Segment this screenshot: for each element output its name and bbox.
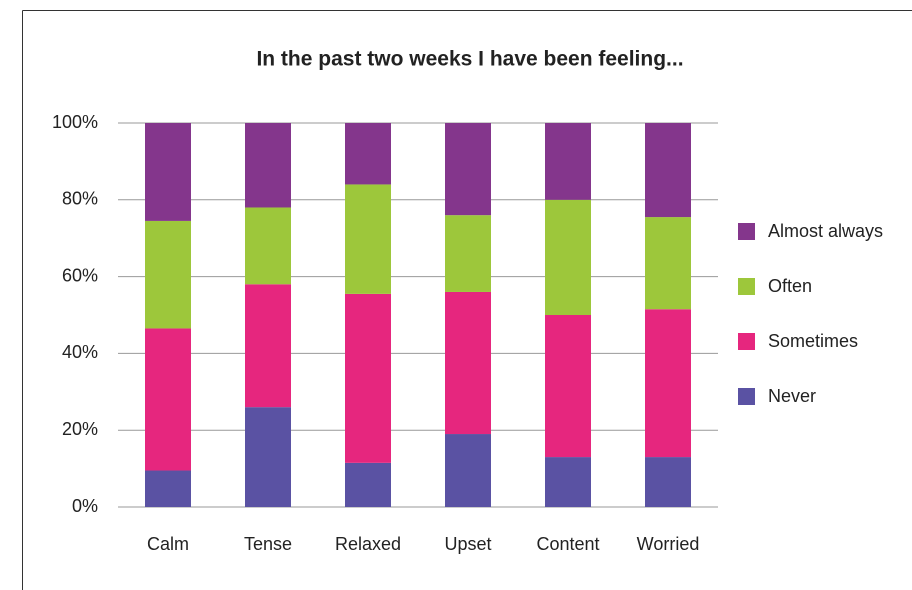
bar-segment <box>145 123 191 221</box>
legend-swatch <box>738 388 755 405</box>
x-tick-label: Relaxed <box>335 534 401 554</box>
x-tick-label: Upset <box>444 534 491 554</box>
legend-label: Often <box>768 276 812 296</box>
y-tick-label: 20% <box>62 419 98 439</box>
legend-swatch <box>738 278 755 295</box>
legend-label: Almost always <box>768 221 883 241</box>
bar-segment <box>445 434 491 507</box>
legend-swatch <box>738 333 755 350</box>
legend-label: Sometimes <box>768 331 858 351</box>
bar-segment <box>245 284 291 408</box>
y-tick-label: 0% <box>72 496 98 516</box>
bar-segment <box>645 457 691 507</box>
bar-segment <box>445 123 491 216</box>
legend-swatch <box>738 223 755 240</box>
bar-segment <box>645 217 691 310</box>
x-tick-label: Tense <box>244 534 292 554</box>
bar-segment <box>145 470 191 507</box>
bar-segment <box>645 123 691 218</box>
bar-segment <box>145 220 191 329</box>
y-tick-label: 100% <box>52 112 98 132</box>
x-tick-label: Content <box>536 534 599 554</box>
bar-segment <box>545 123 591 200</box>
y-tick-label: 80% <box>62 189 98 209</box>
x-tick-label: Calm <box>147 534 189 554</box>
bar-segment <box>645 309 691 458</box>
y-tick-label: 60% <box>62 265 98 285</box>
bar-segment <box>345 184 391 294</box>
bar-segment <box>245 407 291 507</box>
bar-segment <box>545 315 591 458</box>
bar-segment <box>445 291 491 435</box>
bar-segment <box>145 328 191 471</box>
bar-segment <box>345 123 391 185</box>
bar-segment <box>345 462 391 507</box>
y-tick-label: 40% <box>62 342 98 362</box>
bar-segment <box>345 293 391 463</box>
legend-label: Never <box>768 386 816 406</box>
bar-segment <box>545 457 591 507</box>
bar-segment <box>445 215 491 292</box>
chart-title: In the past two weeks I have been feelin… <box>256 48 683 71</box>
bar-segment <box>545 199 591 315</box>
bar-segment <box>245 207 291 285</box>
x-tick-label: Worried <box>637 534 700 554</box>
bar-segment <box>245 123 291 208</box>
